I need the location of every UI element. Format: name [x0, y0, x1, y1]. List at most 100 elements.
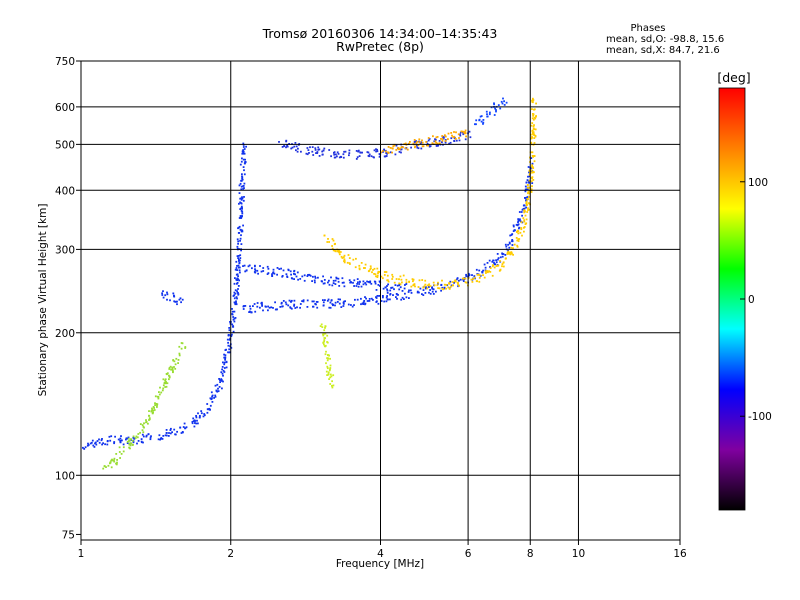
data-point: [254, 264, 256, 267]
data-point: [93, 446, 96, 448]
data-point: [238, 279, 240, 282]
data-point: [526, 188, 529, 190]
data-point: [254, 310, 257, 313]
data-point: [431, 286, 433, 289]
data-point: [534, 128, 537, 131]
data-point: [168, 378, 170, 381]
data-point: [369, 268, 372, 271]
data-point: [168, 432, 170, 434]
data-point: [364, 302, 367, 305]
data-point: [358, 264, 361, 267]
data-point: [131, 444, 134, 446]
data-point: [231, 310, 234, 313]
data-point: [131, 439, 134, 442]
data-point: [331, 386, 334, 389]
data-point: [527, 209, 529, 211]
data-point: [525, 218, 528, 221]
data-point: [242, 146, 245, 148]
data-point: [129, 444, 132, 447]
data-point: [139, 431, 141, 434]
data-point: [239, 239, 241, 242]
data-point: [527, 202, 530, 205]
data-point: [502, 97, 504, 100]
data-point: [296, 150, 299, 153]
data-point: [471, 274, 473, 276]
data-point: [511, 239, 514, 241]
data-point: [223, 371, 226, 373]
data-point: [519, 231, 522, 234]
data-point: [512, 224, 515, 227]
data-point: [499, 256, 502, 259]
data-point: [199, 415, 201, 417]
data-point: [339, 298, 341, 301]
data-point: [387, 151, 389, 154]
data-point: [360, 285, 363, 288]
data-point: [459, 131, 462, 134]
data-point: [179, 426, 182, 429]
data-point: [383, 274, 386, 276]
data-point: [485, 110, 488, 113]
data-point: [360, 297, 362, 300]
data-point: [426, 287, 429, 290]
data-point: [221, 379, 223, 382]
data-point: [373, 280, 376, 283]
data-point: [299, 303, 302, 305]
data-point: [141, 433, 144, 436]
data-point: [533, 128, 536, 131]
data-point: [495, 265, 498, 267]
data-point: [400, 278, 403, 281]
data-point: [168, 368, 171, 370]
data-point: [297, 278, 299, 281]
data-point: [444, 135, 447, 138]
data-point: [400, 298, 403, 301]
data-point: [382, 296, 384, 299]
data-point: [328, 241, 330, 243]
data-point: [500, 100, 503, 103]
data-point: [162, 384, 165, 387]
data-point: [194, 422, 196, 424]
data-point: [398, 284, 401, 287]
data-point: [234, 292, 237, 295]
data-point: [137, 440, 140, 442]
data-point: [507, 252, 510, 254]
data-point: [427, 139, 430, 142]
data-point: [231, 313, 234, 316]
data-point: [145, 419, 147, 421]
data-point: [337, 277, 340, 280]
data-point: [174, 433, 177, 436]
data-point: [139, 423, 142, 425]
data-point: [508, 246, 511, 249]
data-point: [237, 285, 240, 287]
data-point: [240, 160, 243, 163]
data-point: [148, 418, 151, 421]
data-point: [217, 387, 219, 390]
data-point: [322, 282, 325, 285]
data-point: [428, 286, 430, 288]
data-point: [325, 362, 327, 365]
data-point: [303, 279, 306, 282]
data-point: [433, 140, 436, 143]
data-point: [290, 300, 292, 303]
data-point: [473, 276, 476, 279]
data-point: [399, 275, 402, 278]
data-point: [233, 297, 236, 300]
data-point: [376, 300, 378, 303]
data-point: [182, 426, 185, 428]
data-point: [339, 251, 342, 253]
data-point: [346, 261, 349, 264]
data-point: [314, 149, 317, 151]
data-point: [322, 299, 324, 301]
data-point: [177, 362, 179, 364]
data-point: [508, 241, 511, 244]
data-point: [523, 220, 526, 223]
data-point: [494, 263, 497, 266]
data-point: [523, 204, 526, 207]
data-point: [386, 152, 388, 155]
data-point: [367, 151, 370, 154]
data-point: [158, 434, 161, 437]
data-point: [525, 181, 528, 184]
data-point: [154, 404, 156, 406]
data-point: [132, 441, 135, 444]
data-point: [84, 446, 87, 449]
data-point: [154, 395, 157, 398]
